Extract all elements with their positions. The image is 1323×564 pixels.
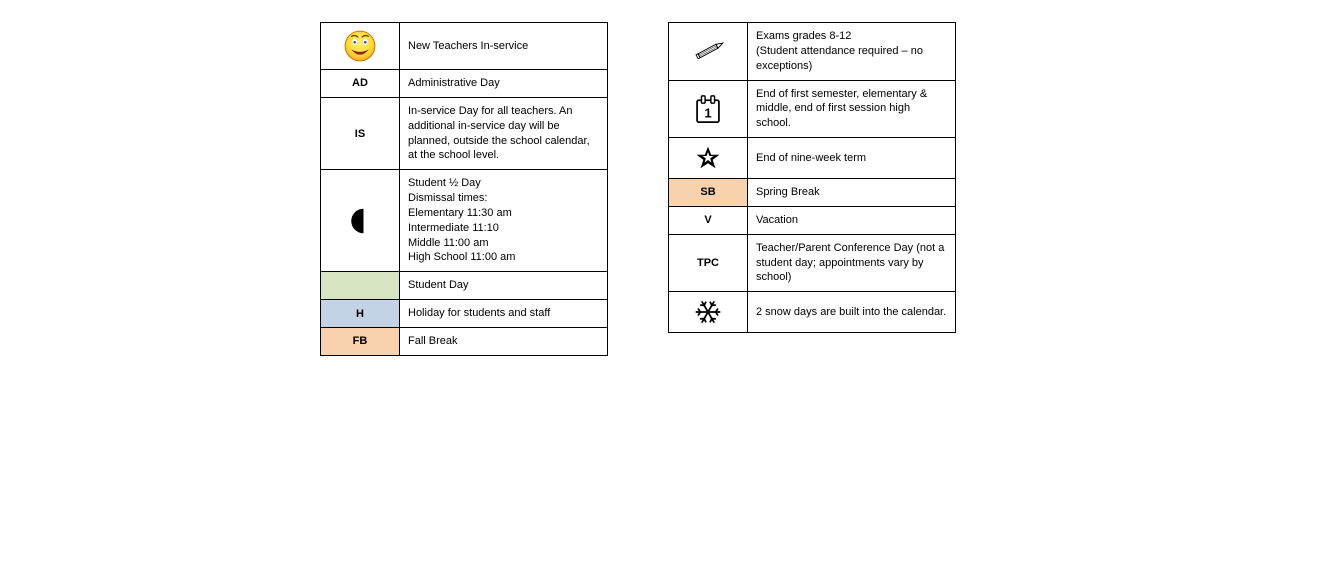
- legend-key-cell: 1: [669, 80, 748, 138]
- calendar-1-icon-holder: 1: [677, 93, 739, 125]
- legend-row: Student ½ Day Dismissal times: Elementar…: [321, 170, 608, 272]
- legend-key-cell: TPC: [669, 234, 748, 292]
- legend-row: SB Spring Break: [669, 179, 956, 207]
- legend-desc-text: Student ½ Day Dismissal times: Elementar…: [408, 177, 515, 263]
- legend-row: V Vacation: [669, 206, 956, 234]
- legend-desc-text: Administrative Day: [408, 77, 500, 89]
- star-icon-holder: [677, 144, 739, 172]
- pencil-icon-holder: [677, 37, 739, 65]
- smiley-icon-holder: [329, 29, 391, 63]
- legend-key-cell: [321, 272, 400, 300]
- legend-key-label: FB: [353, 335, 368, 347]
- star-icon: [695, 145, 721, 171]
- legend-desc-cell: Fall Break: [400, 327, 608, 355]
- legend-desc-text: Exams grades 8-12 (Student attendance re…: [756, 30, 923, 72]
- legend-desc-text: In-service Day for all teachers. An addi…: [408, 105, 590, 162]
- snowflake-icon: [694, 298, 722, 326]
- legend-row: End of nine-week term: [669, 138, 956, 179]
- legend-key-label: SB: [700, 186, 715, 198]
- legend-row: 2 snow days are built into the calendar.: [669, 292, 956, 333]
- legend-key-cell: AD: [321, 70, 400, 98]
- legend-desc-text: 2 snow days are built into the calendar.: [756, 306, 946, 318]
- legend-desc-cell: End of nine-week term: [748, 138, 956, 179]
- svg-text:1: 1: [704, 106, 711, 121]
- legend-key-cell: [669, 23, 748, 81]
- legend-desc-text: Teacher/Parent Conference Day (not a stu…: [756, 242, 944, 284]
- legend-desc-text: Fall Break: [408, 335, 458, 347]
- legend-desc-cell: Administrative Day: [400, 70, 608, 98]
- legend-row: TPC Teacher/Parent Conference Day (not a …: [669, 234, 956, 292]
- legend-row: H Holiday for students and staff: [321, 300, 608, 328]
- legend-row: IS In-service Day for all teachers. An ad…: [321, 97, 608, 169]
- smiley-icon: [343, 29, 377, 63]
- legend-key-cell: IS: [321, 97, 400, 169]
- legend-key-label: IS: [355, 128, 365, 140]
- legend-key-cell: [669, 138, 748, 179]
- pencil-icon: [690, 40, 726, 62]
- legend-desc-cell: Holiday for students and staff: [400, 300, 608, 328]
- legend-desc-cell: Spring Break: [748, 179, 956, 207]
- legend-desc-text: Vacation: [756, 214, 798, 226]
- legend-desc-text: Holiday for students and staff: [408, 307, 550, 319]
- legend-desc-text: Student Day: [408, 279, 469, 291]
- half-moon-icon: [351, 207, 369, 235]
- legend-key-cell: V: [669, 206, 748, 234]
- legend-key-label: TPC: [697, 257, 719, 269]
- legend-desc-cell: Teacher/Parent Conference Day (not a stu…: [748, 234, 956, 292]
- legend-key-cell: [669, 292, 748, 333]
- legend-desc-text: Spring Break: [756, 186, 820, 198]
- legend-desc-cell: End of first semester, elementary & midd…: [748, 80, 956, 138]
- legend-key-label: V: [704, 214, 711, 226]
- snowflake-icon-holder: [677, 298, 739, 326]
- legend-key-cell: SB: [669, 179, 748, 207]
- legend-desc-cell: Student ½ Day Dismissal times: Elementar…: [400, 170, 608, 272]
- legend-desc-cell: In-service Day for all teachers. An addi…: [400, 97, 608, 169]
- legend-row: FB Fall Break: [321, 327, 608, 355]
- legend-page: New Teachers In-service AD Administrative …: [0, 0, 1323, 356]
- legend-key-cell: H: [321, 300, 400, 328]
- legend-row: 1 End of first semester, elementary & mid…: [669, 80, 956, 138]
- legend-key-cell: FB: [321, 327, 400, 355]
- legend-table-right: Exams grades 8-12 (Student attendance re…: [668, 22, 956, 333]
- legend-key-cell: [321, 170, 400, 272]
- legend-key-label: H: [356, 308, 364, 320]
- legend-desc-cell: New Teachers In-service: [400, 23, 608, 70]
- legend-desc-text: New Teachers In-service: [408, 40, 528, 52]
- legend-table-left: New Teachers In-service AD Administrative …: [320, 22, 608, 356]
- legend-desc-cell: 2 snow days are built into the calendar.: [748, 292, 956, 333]
- legend-key-cell: [321, 23, 400, 70]
- legend-key-label: AD: [352, 77, 368, 89]
- legend-desc-cell: Exams grades 8-12 (Student attendance re…: [748, 23, 956, 81]
- calendar-one-icon: 1: [693, 93, 723, 125]
- half-moon-icon-holder: [329, 207, 391, 235]
- legend-desc-text: End of nine-week term: [756, 152, 866, 164]
- legend-row: Student Day: [321, 272, 608, 300]
- legend-desc-text: End of first semester, elementary & midd…: [756, 88, 927, 130]
- legend-desc-cell: Vacation: [748, 206, 956, 234]
- legend-row: Exams grades 8-12 (Student attendance re…: [669, 23, 956, 81]
- legend-row: New Teachers In-service: [321, 23, 608, 70]
- legend-desc-cell: Student Day: [400, 272, 608, 300]
- legend-row: AD Administrative Day: [321, 70, 608, 98]
